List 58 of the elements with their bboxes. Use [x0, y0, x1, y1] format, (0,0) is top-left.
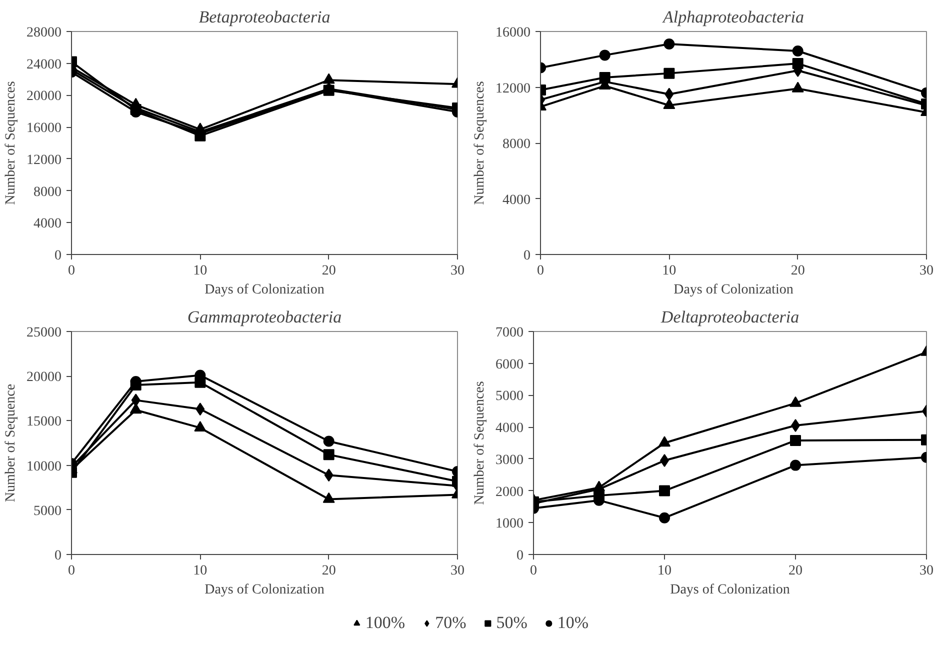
x-tick-label: 20	[790, 264, 805, 278]
legend-label: 10%	[557, 612, 589, 632]
y-tick-label: 6000	[496, 357, 524, 372]
x-tick-label: 30	[920, 264, 934, 278]
y-tick-label: 25000	[26, 326, 62, 340]
y-tick-label: 4000	[502, 192, 530, 208]
x-tick-label: 20	[322, 564, 336, 578]
y-tick-label: 0	[54, 548, 62, 564]
x-tick-label: 30	[450, 564, 464, 578]
x-tick-label: 30	[450, 264, 464, 278]
chart-title: Deltaproteobacteria	[660, 308, 800, 326]
y-tick-label: 5000	[34, 504, 62, 519]
y-axis-title: Number of Sequence	[4, 384, 18, 502]
x-tick-label: 10	[658, 564, 672, 578]
y-tick-label: 0	[54, 248, 62, 264]
legend-label: 50%	[496, 612, 528, 632]
y-tick-label: 20000	[26, 89, 62, 104]
y-tick-label: 3000	[496, 452, 524, 468]
chart-title: Alphaproteobacteria	[662, 8, 804, 26]
y-tick-label: 2000	[496, 484, 524, 500]
x-tick-label: 10	[193, 264, 208, 278]
x-tick-label: 10	[193, 564, 208, 578]
x-axis-title: Days of Colonization	[204, 582, 324, 598]
y-tick-label: 0	[524, 248, 530, 264]
legend-label: 70%	[435, 612, 466, 632]
x-tick-label: 0	[68, 564, 75, 578]
x-axis-title: Days of Colonization	[674, 282, 794, 298]
y-tick-label: 8000	[34, 184, 62, 200]
legend-label: 100%	[365, 612, 406, 632]
y-axis-title: Number of Sequences	[472, 381, 488, 505]
y-tick-label: 15000	[26, 414, 62, 430]
y-tick-label: 7000	[496, 326, 524, 340]
x-tick-label: 30	[920, 564, 934, 578]
x-tick-label: 0	[537, 264, 544, 278]
y-tick-label: 5000	[496, 389, 524, 404]
y-tick-label: 4000	[34, 216, 62, 232]
y-axis-title: Number of Sequences	[4, 81, 18, 205]
x-tick-label: 0	[68, 264, 75, 278]
x-axis-title: Days of Colonization	[204, 282, 324, 298]
chart-title: Gammaproteobacteria	[187, 308, 342, 326]
y-tick-label: 12000	[26, 152, 62, 168]
y-tick-label: 16000	[496, 26, 530, 40]
y-tick-label: 0	[516, 548, 524, 564]
y-axis-title: Number of Sequences	[472, 81, 488, 205]
y-tick-label: 4000	[496, 421, 524, 436]
x-tick-label: 10	[662, 264, 676, 278]
x-tick-label: 20	[322, 264, 336, 278]
y-tick-label: 10000	[26, 459, 62, 474]
y-tick-label: 28000	[26, 26, 62, 40]
y-tick-label: 24000	[26, 57, 62, 72]
y-tick-label: 16000	[26, 121, 62, 136]
y-tick-label: 20000	[26, 370, 62, 386]
x-axis-title: Days of Colonization	[670, 582, 790, 598]
chart-title: Betaproteobacteria	[198, 8, 330, 26]
y-tick-label: 12000	[496, 81, 530, 96]
x-tick-label: 20	[788, 564, 802, 578]
y-tick-label: 1000	[496, 516, 524, 532]
y-tick-label: 8000	[502, 137, 530, 152]
